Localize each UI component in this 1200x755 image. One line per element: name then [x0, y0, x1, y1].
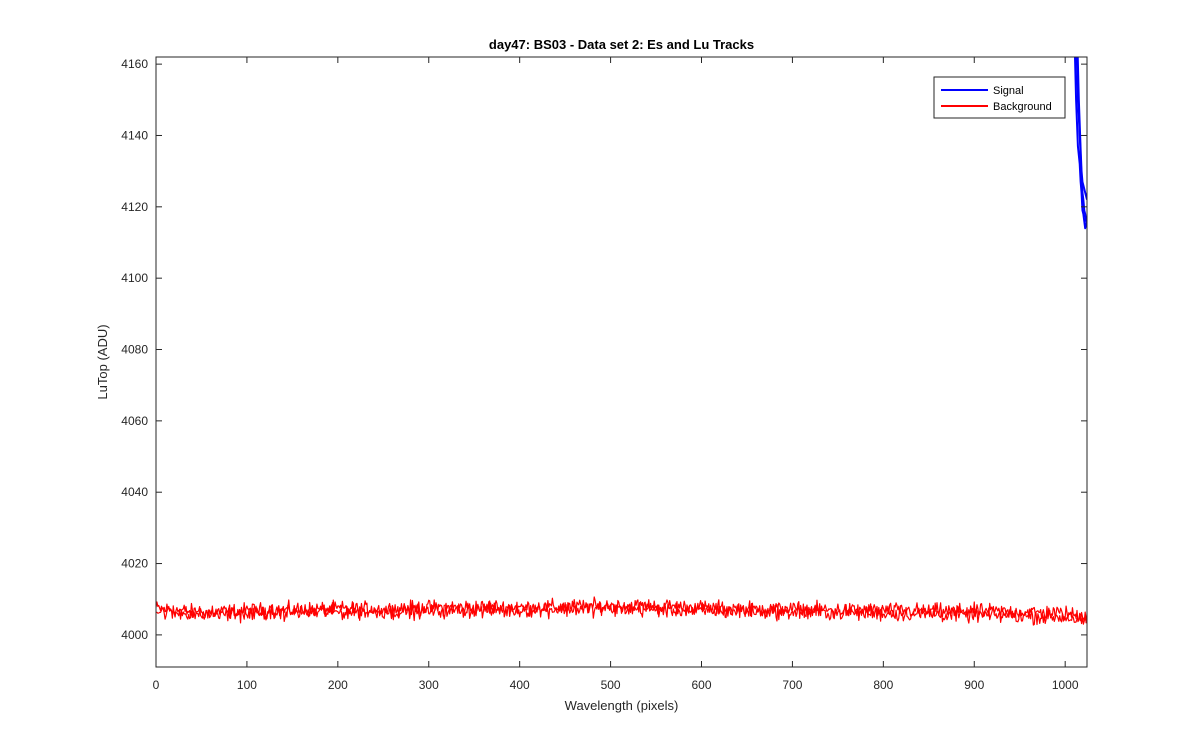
x-tick-label: 600: [691, 678, 711, 692]
y-axis-label: LuTop (ADU): [95, 324, 110, 399]
y-tick-label: 4100: [121, 271, 148, 285]
y-tick-label: 4120: [121, 200, 148, 214]
background-line-0: [156, 596, 1087, 625]
y-tick-label: 4000: [121, 628, 148, 642]
series-signal: [1073, 57, 1087, 230]
x-tick-label: 300: [419, 678, 439, 692]
plot-area: [156, 57, 1087, 667]
x-tick-label: 800: [873, 678, 893, 692]
axes-box: [155, 56, 1088, 668]
y-tick-label: 4080: [121, 343, 148, 357]
x-tick-label: 500: [601, 678, 621, 692]
x-tick-label: 100: [237, 678, 257, 692]
chart-title: day47: BS03 - Data set 2: Es and Lu Trac…: [489, 37, 754, 52]
legend-label-signal: Signal: [993, 85, 1024, 97]
y-tick-label: 4040: [121, 485, 148, 499]
signal-line-2: [1076, 57, 1087, 200]
y-tick-label: 4060: [121, 414, 148, 428]
y-tick-label: 4160: [121, 57, 148, 71]
y-tick-label: 4140: [121, 128, 148, 142]
x-tick-label: 1000: [1052, 678, 1079, 692]
signal-line-0: [1073, 57, 1087, 230]
legend-box: [933, 76, 1066, 119]
legend-label-background: Background: [993, 101, 1052, 113]
legend: Signal Background: [933, 76, 1066, 119]
x-tick-label: 200: [328, 678, 348, 692]
y-tick-label: 4020: [121, 557, 148, 571]
x-tick-label: 0: [153, 678, 160, 692]
x-tick-label: 900: [964, 678, 984, 692]
x-tick-label: 400: [510, 678, 530, 692]
x-axis-label: Wavelength (pixels): [565, 698, 679, 713]
x-tick-label: 700: [782, 678, 802, 692]
series-background: [156, 596, 1087, 626]
background-line-1: [156, 600, 1087, 626]
